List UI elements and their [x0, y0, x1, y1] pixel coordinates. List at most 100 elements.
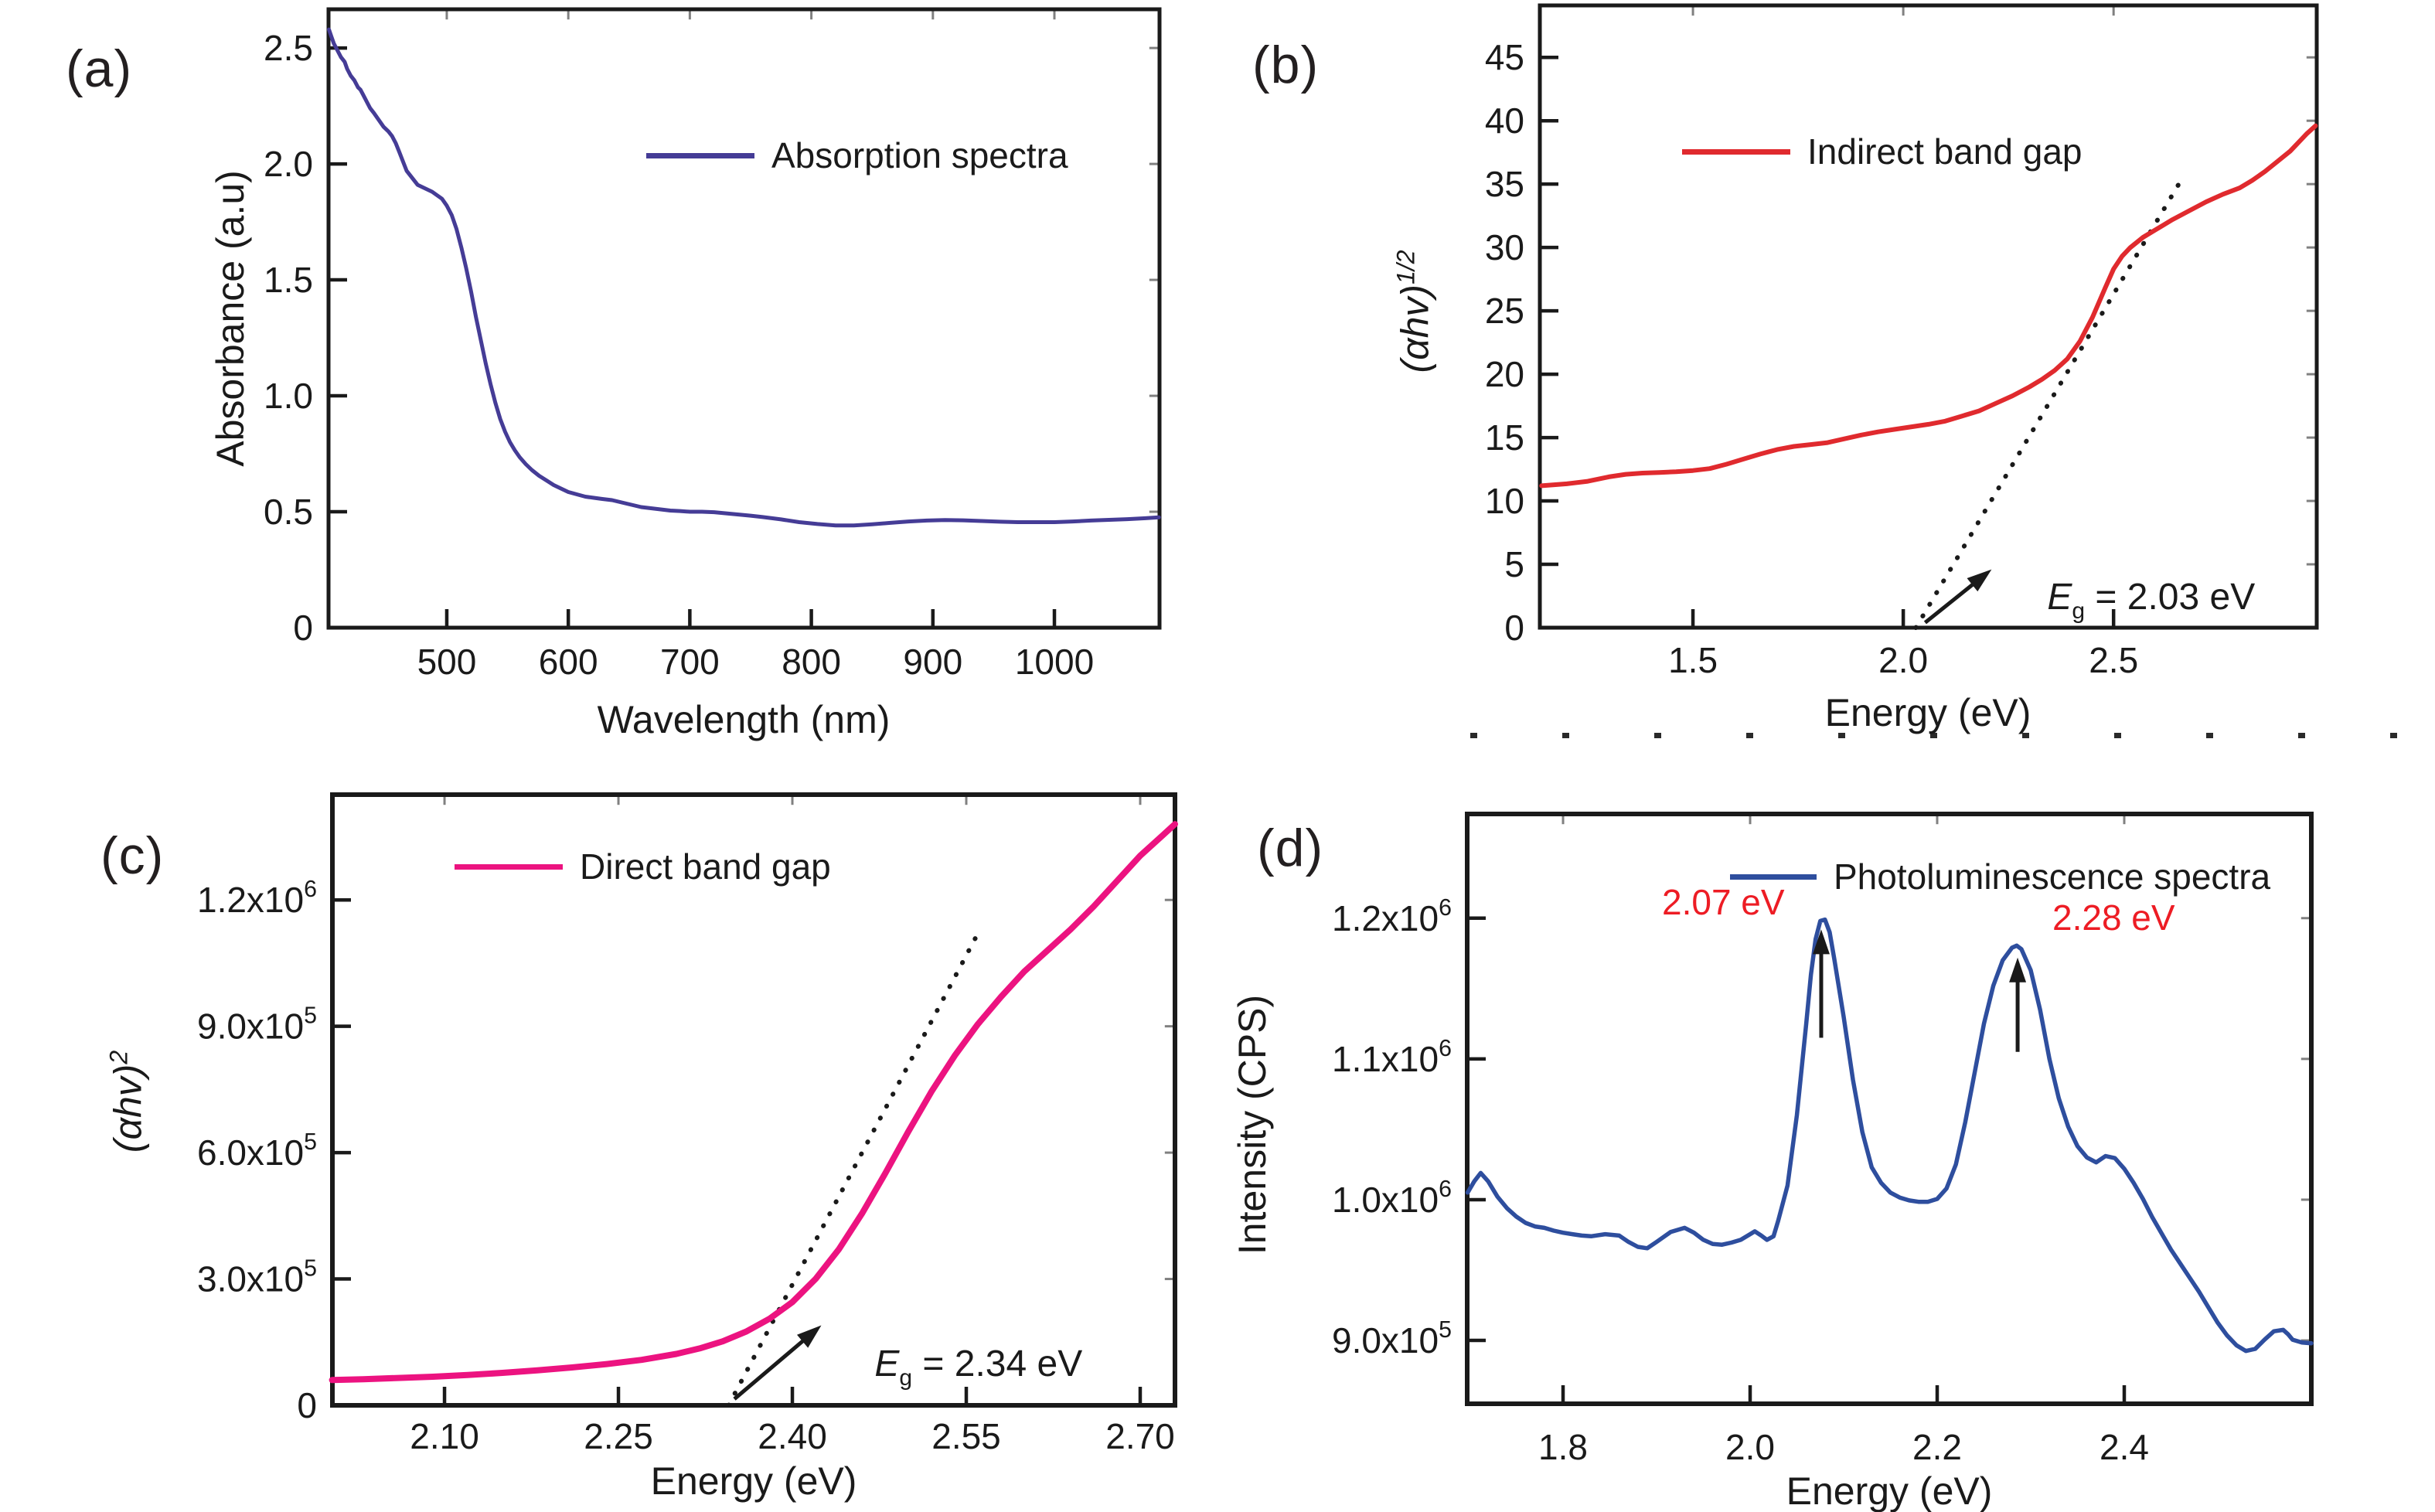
plot-frame-c: [330, 792, 1177, 1408]
series-line-b: [1539, 123, 2318, 489]
plot-frame-b: [1538, 3, 2319, 630]
y-axis-title-a-text: Absorbance (a.u): [209, 170, 252, 467]
legend-line-swatch-a: [646, 152, 754, 158]
eg-subscript-c: g: [899, 1365, 913, 1391]
x-tick-label: 700: [660, 642, 720, 682]
x-tick-label: 2.25: [584, 1416, 653, 1456]
y-axis-title-c: (αhv)2: [105, 1051, 151, 1153]
panel-b-plot: 1.5 2.0 2.5 0 5 10 15 20 25 30 35 40 45: [1485, 3, 2319, 680]
y-axis-title-a: Absorbance (a.u): [208, 170, 253, 467]
y-tick-label: 1.2x106: [197, 877, 317, 920]
x-tick-label: 1.5: [1668, 640, 1718, 680]
x-axis-title-c: Energy (eV): [650, 1459, 857, 1503]
y-tick-label: 1.5: [264, 260, 313, 300]
x-tick-label: 2.0: [1725, 1427, 1775, 1467]
y-axis-title-b: (αhv)1/2: [1392, 250, 1438, 373]
stray-dot: [2114, 733, 2121, 738]
x-tick-label: 2.0: [1878, 640, 1928, 680]
legend-absorption-spectra: Absorption spectra: [646, 135, 1068, 176]
stray-tick-dots: [1470, 733, 2397, 738]
y-tick-label: 9.0x105: [197, 1003, 317, 1047]
y-axis-title-b-exponent: 1/2: [1391, 250, 1420, 284]
y-tick-label: 35: [1485, 164, 1524, 204]
band-gap-annotation-indirect: Eg = 2.03 eV: [2006, 533, 2255, 667]
series-line-c: [329, 821, 1178, 1384]
legend-photoluminescence: Photoluminescence spectra: [1730, 856, 2270, 897]
series-line-d: [1465, 917, 2314, 1354]
y-axis-title-c-exponent: 2: [104, 1050, 133, 1064]
stray-dot: [2022, 733, 2029, 738]
y-axis-title-c-text: (αhv): [106, 1064, 150, 1153]
y-tick-label: 0.5: [264, 492, 313, 532]
x-axis-title-b: Energy (eV): [1824, 691, 2031, 734]
plot-frame-d: [1465, 812, 2314, 1406]
peak-label-2.28eV: 2.28 eV: [2052, 897, 2175, 938]
x-axis-title-a: Wavelength (nm): [597, 698, 891, 741]
y-tick-label: 1.1x106: [1332, 1036, 1452, 1079]
band-gap-arrow: [733, 1333, 812, 1401]
x-tick-label: 1000: [1015, 642, 1094, 682]
arrow-head: [1967, 569, 1992, 592]
y-tick-label: 10: [1485, 481, 1524, 521]
panel-a-plot: 500 600 700 800 900 1000 0 0.5 1.0 1.5 2.0 2.5: [264, 7, 1162, 682]
stray-dot: [2390, 733, 2397, 738]
stray-dot: [1838, 733, 1845, 738]
y-tick-label: 1.0x106: [1332, 1177, 1452, 1220]
y-tick-label: 2.5: [264, 28, 313, 68]
panel-label-c: (c): [100, 826, 165, 885]
eg-value-b: = 2.03 eV: [2085, 577, 2256, 618]
series-line-a: [327, 27, 1161, 528]
y-tick-label: 2.0: [264, 144, 313, 184]
x-tick-label: 2.5: [2089, 640, 2138, 680]
legend-direct-band-gap: Direct band gap: [455, 846, 831, 887]
y-tick-label: 30: [1485, 227, 1524, 267]
panel-label-b: (b): [1252, 36, 1320, 94]
panel-label-d: (d): [1257, 819, 1324, 877]
x-tick-label: 1.8: [1538, 1427, 1588, 1467]
y-tick-label: 40: [1485, 100, 1524, 141]
x-tick-label: 900: [903, 642, 962, 682]
legend-label-d: Photoluminescence spectra: [1834, 856, 2271, 897]
stray-dot: [2298, 733, 2305, 738]
peak-label-2.07eV: 2.07 eV: [1662, 882, 1785, 922]
stray-dot: [1654, 733, 1661, 738]
legend-label-c: Direct band gap: [580, 846, 831, 887]
y-tick-label: 1.2x106: [1332, 895, 1452, 938]
legend-label-b: Indirect band gap: [1807, 131, 2083, 172]
x-axis-title-d: Energy (eV): [1786, 1469, 1993, 1512]
y-axis-title-b-text: (αhv): [1393, 284, 1437, 373]
y-tick-label: 6.0x105: [197, 1129, 317, 1173]
y-tick-label: 3.0x105: [197, 1256, 317, 1299]
y-tick-label: 0: [1504, 608, 1524, 648]
y-tick-label: 15: [1485, 417, 1524, 458]
panel-c-plot: 2.10 2.25 2.40 2.55 2.70 0 3.0x105 6.0x105 9.0x1…: [197, 792, 1178, 1456]
y-tick-label: 20: [1485, 354, 1524, 394]
x-tick-label: 2.2: [1912, 1427, 1962, 1467]
y-tick-label: 9.0x105: [1332, 1317, 1452, 1360]
stray-dot: [1746, 733, 1753, 738]
y-tick-label: 0: [297, 1385, 317, 1425]
eg-symbol-b: E: [2047, 577, 2072, 618]
eg-subscript-b: g: [2072, 598, 2086, 624]
x-tick-label: 2.55: [931, 1416, 1001, 1456]
eg-value-c: = 2.34 eV: [912, 1343, 1083, 1384]
stray-dot: [1470, 733, 1477, 738]
tauc-extrapolation-line: [1913, 182, 2181, 630]
y-tick-label: 5: [1504, 544, 1524, 584]
x-tick-label: 2.40: [758, 1416, 827, 1456]
stray-dot: [2206, 733, 2213, 738]
x-tick-label: 600: [539, 642, 598, 682]
x-tick-label: 800: [782, 642, 841, 682]
eg-symbol-c: E: [874, 1343, 900, 1384]
stray-dot: [1930, 733, 1937, 738]
legend-line-swatch-d: [1730, 873, 1817, 880]
panel-d-plot: 1.8 2.0 2.2 2.4 9.0x105 1.0x106 1.1x106 1.2x106: [1332, 812, 2314, 1467]
panel-label-a: (a): [66, 39, 133, 98]
arrow-head: [796, 1325, 822, 1348]
x-tick-label: 2.70: [1105, 1416, 1175, 1456]
x-tick-label: 2.4: [2100, 1427, 2149, 1467]
legend-line-swatch-c: [455, 863, 563, 870]
y-axis-title-d-text: Intensity (CPS): [1231, 994, 1274, 1255]
